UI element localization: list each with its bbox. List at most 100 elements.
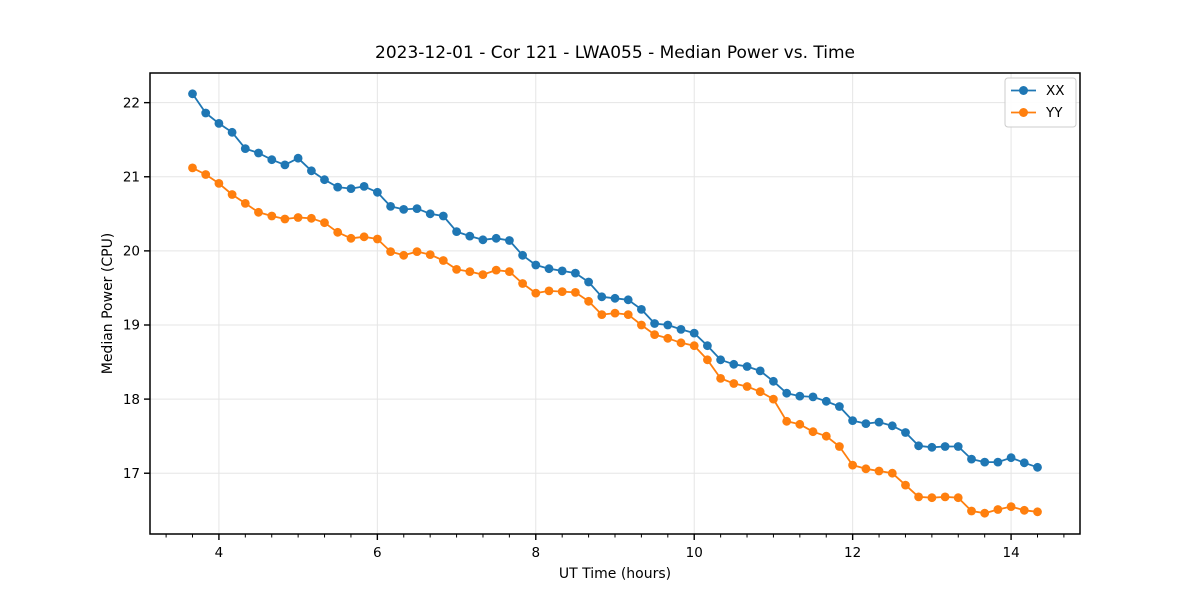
- data-point-yy: [729, 379, 739, 388]
- data-point-xx: [425, 209, 435, 219]
- data-point-xx: [980, 457, 990, 467]
- data-point-xx: [557, 266, 567, 276]
- data-point-yy: [610, 308, 620, 318]
- data-point-yy: [887, 468, 897, 478]
- data-point-xx: [373, 187, 382, 197]
- data-point-yy: [914, 492, 923, 502]
- y-tick-label: 19: [123, 318, 140, 334]
- data-point-xx: [346, 184, 356, 194]
- data-point-xx: [821, 396, 831, 406]
- data-point-yy: [201, 170, 211, 179]
- data-point-xx: [293, 153, 303, 163]
- x-tick-label: 12: [844, 545, 861, 561]
- data-point-yy: [663, 333, 673, 343]
- data-point-xx: [412, 204, 422, 214]
- data-point-xx: [1033, 462, 1042, 472]
- data-point-xx: [689, 328, 699, 338]
- data-point-xx: [399, 205, 409, 214]
- data-point-yy: [1006, 502, 1016, 511]
- data-point-yy: [742, 382, 752, 391]
- data-point-xx: [795, 391, 805, 401]
- data-point-yy: [782, 416, 792, 426]
- data-point-yy: [518, 279, 527, 288]
- data-point-yy: [861, 464, 871, 474]
- data-point-xx: [993, 457, 1003, 467]
- data-point-yy: [795, 419, 805, 429]
- data-point-xx: [637, 305, 646, 314]
- legend-label-xx: XX: [1046, 83, 1065, 99]
- data-point-yy: [333, 227, 343, 237]
- data-point-xx: [1006, 453, 1016, 463]
- data-point-yy: [584, 296, 593, 306]
- data-point-xx: [518, 250, 527, 260]
- data-point-yy: [557, 287, 567, 296]
- data-point-xx: [703, 341, 712, 351]
- data-point-xx: [438, 211, 448, 221]
- data-point-xx: [254, 148, 263, 158]
- data-point-yy: [571, 288, 580, 297]
- data-point-yy: [689, 341, 699, 351]
- data-point-xx: [359, 182, 369, 191]
- data-point-yy: [953, 493, 963, 503]
- y-tick-label: 17: [123, 466, 140, 482]
- data-point-yy: [412, 247, 422, 256]
- data-point-yy: [967, 506, 976, 516]
- data-point-yy: [821, 431, 831, 441]
- data-point-yy: [280, 214, 290, 224]
- data-point-xx: [597, 292, 607, 302]
- data-point-xx: [874, 417, 884, 427]
- x-tick-label: 8: [531, 545, 540, 561]
- data-point-xx: [267, 155, 277, 165]
- data-point-yy: [188, 163, 197, 173]
- data-point-xx: [188, 89, 197, 99]
- data-point-xx: [386, 202, 395, 211]
- data-point-yy: [386, 247, 395, 256]
- data-point-yy: [346, 233, 356, 243]
- y-axis-label: Median Power (CPU): [100, 233, 116, 375]
- data-point-xx: [953, 442, 963, 451]
- legend: XX YY: [1004, 77, 1077, 128]
- data-point-yy: [597, 310, 607, 319]
- data-point-yy: [438, 256, 448, 265]
- data-point-xx: [782, 388, 792, 398]
- data-point-xx: [320, 175, 329, 185]
- data-point-yy: [835, 442, 844, 451]
- data-point-xx: [676, 325, 686, 334]
- x-tick-label: 14: [1002, 545, 1019, 561]
- data-point-xx: [333, 182, 343, 192]
- x-tick-label: 6: [373, 545, 382, 561]
- data-point-yy: [769, 394, 778, 404]
- data-point-xx: [861, 419, 871, 428]
- data-point-xx: [914, 441, 923, 451]
- data-point-yy: [227, 190, 237, 199]
- data-point-yy: [1033, 507, 1042, 517]
- data-point-yy: [267, 211, 277, 221]
- data-point-xx: [584, 277, 593, 287]
- data-point-yy: [425, 250, 435, 259]
- tick-labels: 4 6 8 10 12 14 17 18 19 20 21 22: [123, 95, 1020, 561]
- data-point-yy: [307, 213, 316, 223]
- data-point-xx: [531, 260, 541, 270]
- data-point-xx: [808, 392, 818, 402]
- legend-label-yy: YY: [1045, 105, 1063, 121]
- data-point-xx: [901, 428, 910, 437]
- data-point-xx: [491, 233, 501, 243]
- data-point-xx: [835, 402, 844, 411]
- data-point-yy: [874, 466, 884, 476]
- data-point-yy: [980, 508, 990, 518]
- data-point-yy: [755, 387, 765, 397]
- data-point-xx: [505, 236, 514, 245]
- data-point-yy: [637, 320, 646, 330]
- data-point-yy: [254, 207, 263, 217]
- data-point-xx: [967, 454, 976, 464]
- data-point-yy: [465, 267, 475, 276]
- data-point-xx: [769, 376, 778, 386]
- data-point-yy: [901, 480, 910, 490]
- data-point-yy: [531, 288, 541, 298]
- data-point-yy: [373, 234, 382, 244]
- data-point-xx: [755, 366, 765, 376]
- data-point-xx: [887, 421, 897, 431]
- data-point-xx: [940, 442, 950, 451]
- data-point-xx: [280, 160, 290, 170]
- legend-sample-marker: [1019, 86, 1028, 95]
